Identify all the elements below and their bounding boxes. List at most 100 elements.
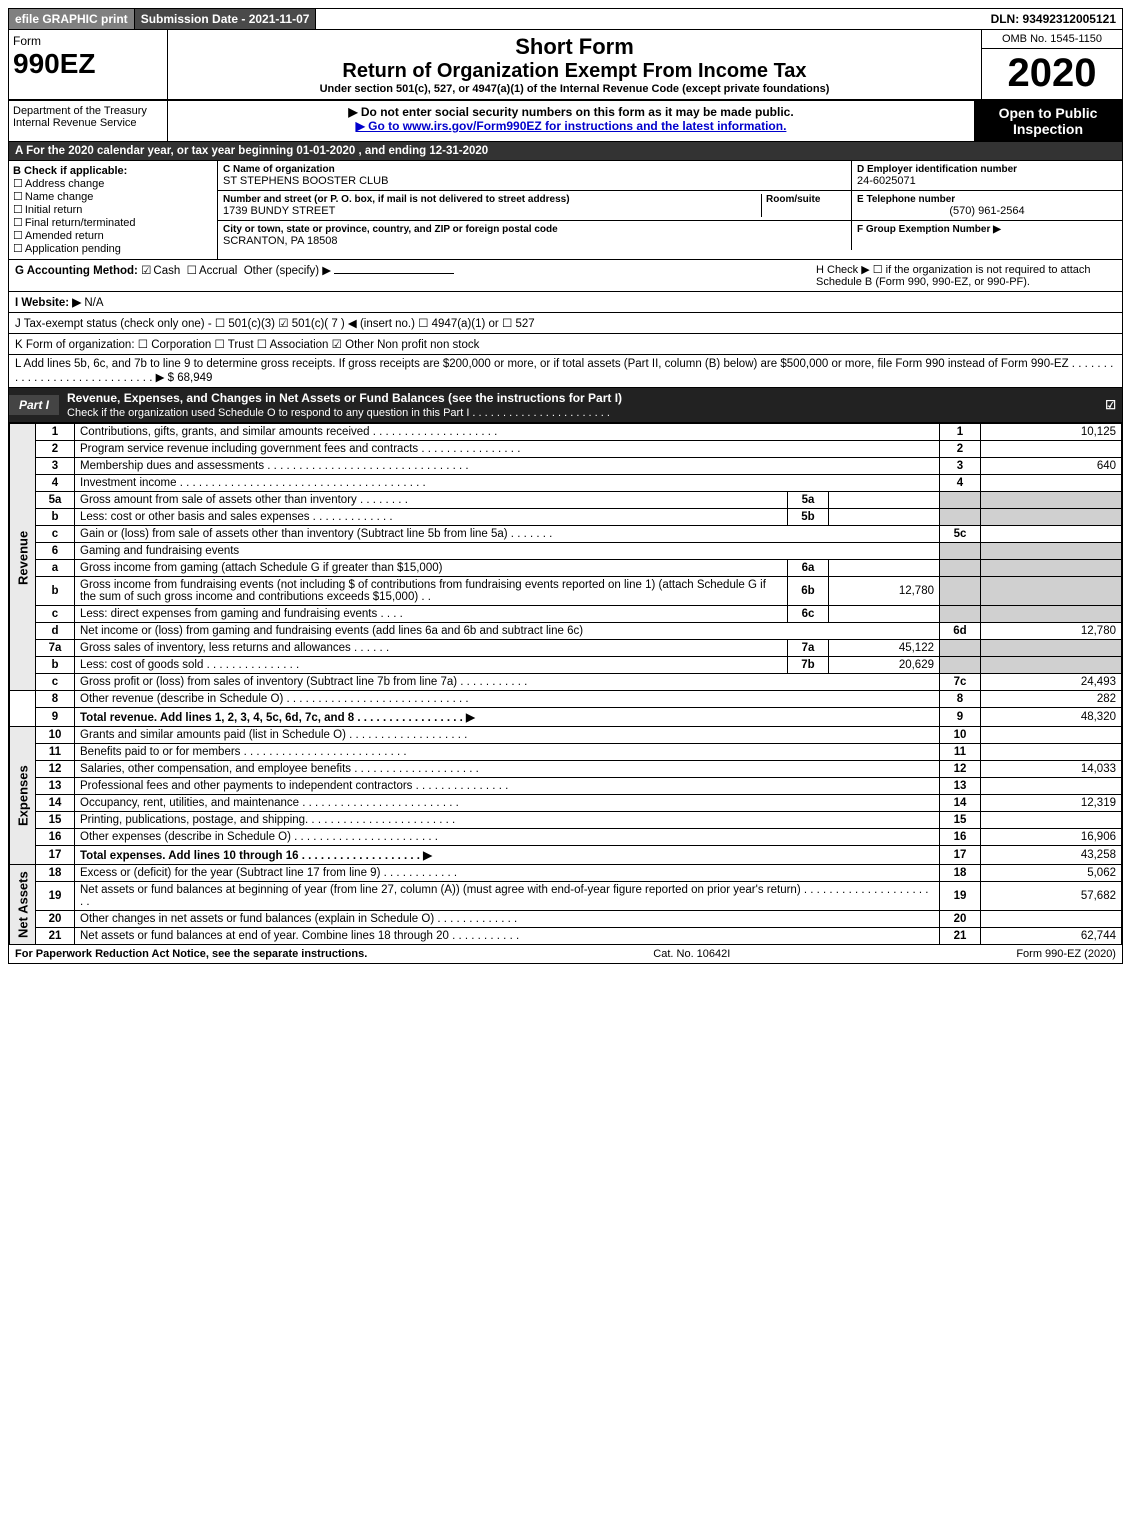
line-6b-midval: 12,780 [829, 577, 940, 606]
line-16-rnum: 16 [940, 829, 981, 846]
accounting-row: G Accounting Method: Cash Accrual Other … [9, 260, 1122, 292]
line-4-desc: Investment income . . . . . . . . . . . … [75, 475, 940, 492]
line-2-rnum: 2 [940, 441, 981, 458]
line-17-rnum: 17 [940, 846, 981, 865]
form-of-organization-row: K Form of organization: ☐ Corporation ☐ … [9, 334, 1122, 355]
line-5a-desc: Gross amount from sale of assets other t… [75, 492, 788, 509]
line-9-desc: Total revenue. Add lines 1, 2, 3, 4, 5c,… [75, 708, 940, 727]
revenue-side-label: Revenue [10, 424, 36, 691]
line-13-rnum: 13 [940, 778, 981, 795]
expenses-side-label: Expenses [10, 727, 36, 865]
line-10-desc: Grants and similar amounts paid (list in… [75, 727, 940, 744]
efile-print-button[interactable]: efile GRAPHIC print [9, 9, 135, 29]
line-8-desc: Other revenue (describe in Schedule O) .… [75, 691, 940, 708]
city-label: City or town, state or province, country… [223, 224, 846, 235]
line-11-desc: Benefits paid to or for members . . . . … [75, 744, 940, 761]
check-if-applicable-box: B Check if applicable: Address change Na… [9, 161, 218, 259]
initial-return-checkbox[interactable]: Initial return [13, 203, 213, 216]
line-5a-shade [940, 492, 981, 509]
tel-label: E Telephone number [857, 194, 1117, 205]
line-12-rnum: 12 [940, 761, 981, 778]
line-18-desc: Excess or (deficit) for the year (Subtra… [75, 865, 940, 882]
short-form-title: Short Form [176, 34, 973, 60]
name-change-checkbox[interactable]: Name change [13, 190, 213, 203]
open-to-public-box: Open to Public Inspection [974, 101, 1122, 141]
part-1-title: Revenue, Expenses, and Changes in Net As… [67, 391, 622, 405]
website-label: I Website: ▶ [15, 297, 81, 309]
street-label: Number and street (or P. O. box, if mail… [223, 194, 761, 205]
amended-return-checkbox[interactable]: Amended return [13, 229, 213, 242]
address-change-checkbox[interactable]: Address change [13, 177, 213, 190]
form-990ez-page: efile GRAPHIC print Submission Date - 20… [8, 8, 1123, 964]
line-7b-midval: 20,629 [829, 657, 940, 674]
part-1-schedule-o-checkbox[interactable]: ☑ [1099, 395, 1122, 415]
line-19-desc: Net assets or fund balances at beginning… [75, 882, 940, 911]
form-id-box: Form 990EZ [9, 30, 168, 99]
line-1-num: 1 [36, 424, 75, 441]
line-21-desc: Net assets or fund balances at end of ye… [75, 928, 940, 945]
line-1-val: 10,125 [981, 424, 1122, 441]
line-11-val [981, 744, 1122, 761]
line-6c-desc: Less: direct expenses from gaming and fu… [75, 606, 788, 623]
ssn-warning: ▶ Do not enter social security numbers o… [172, 105, 970, 119]
org-info-box: C Name of organization ST STEPHENS BOOST… [218, 161, 1122, 259]
line-9-val: 48,320 [981, 708, 1122, 727]
part-1-check-text: Check if the organization used Schedule … [67, 407, 610, 419]
line-2-val [981, 441, 1122, 458]
ein-label: D Employer identification number [857, 164, 1117, 175]
line-14-desc: Occupancy, rent, utilities, and maintena… [75, 795, 940, 812]
line-3-desc: Membership dues and assessments . . . . … [75, 458, 940, 475]
line-16-desc: Other expenses (describe in Schedule O) … [75, 829, 940, 846]
application-pending-checkbox[interactable]: Application pending [13, 242, 213, 255]
tel-value: (570) 961-2564 [857, 205, 1117, 217]
line-14-val: 12,319 [981, 795, 1122, 812]
line-14-rnum: 14 [940, 795, 981, 812]
irs-link[interactable]: ▶ Go to www.irs.gov/Form990EZ for instru… [356, 119, 787, 133]
website-value: N/A [84, 297, 103, 309]
section-b-row: B Check if applicable: Address change Na… [9, 161, 1122, 260]
line-1-rnum: 1 [940, 424, 981, 441]
line-11-rnum: 11 [940, 744, 981, 761]
line-7b-mid: 7b [788, 657, 829, 674]
line-6a-mid: 6a [788, 560, 829, 577]
top-bar: efile GRAPHIC print Submission Date - 20… [9, 9, 1122, 30]
final-return-checkbox[interactable]: Final return/terminated [13, 216, 213, 229]
part-1-label: Part I [9, 395, 59, 415]
line-19-rnum: 19 [940, 882, 981, 911]
line-15-desc: Printing, publications, postage, and shi… [75, 812, 940, 829]
line-3-rnum: 3 [940, 458, 981, 475]
omb-number: OMB No. 1545-1150 [982, 30, 1122, 49]
line-6c-mid: 6c [788, 606, 829, 623]
cash-checkbox[interactable] [141, 265, 153, 277]
line-15-val [981, 812, 1122, 829]
line-5c-rnum: 5c [940, 526, 981, 543]
org-name-label: C Name of organization [223, 164, 846, 175]
line-6a-midval [829, 560, 940, 577]
line-5b-mid: 5b [788, 509, 829, 526]
group-exemption-label: F Group Exemption Number ▶ [857, 224, 1117, 235]
street-value: 1739 BUNDY STREET [223, 205, 761, 217]
line-7c-desc: Gross profit or (loss) from sales of inv… [75, 674, 940, 691]
line-13-val [981, 778, 1122, 795]
line-6d-val: 12,780 [981, 623, 1122, 640]
line-20-val [981, 911, 1122, 928]
submission-date-label: Submission Date - 2021-11-07 [135, 9, 317, 29]
line-6d-desc: Net income or (loss) from gaming and fun… [75, 623, 940, 640]
accrual-checkbox[interactable] [187, 265, 199, 277]
line-6b-desc: Gross income from fundraising events (no… [75, 577, 788, 606]
line-10-rnum: 10 [940, 727, 981, 744]
accounting-label: G Accounting Method: [15, 265, 138, 277]
net-assets-side-label: Net Assets [10, 865, 36, 945]
other-specify-input[interactable] [334, 273, 454, 274]
line-4-val [981, 475, 1122, 492]
title-box: Short Form Return of Organization Exempt… [168, 30, 981, 99]
dln-label: DLN: 93492312005121 [985, 9, 1122, 29]
line-20-desc: Other changes in net assets or fund bala… [75, 911, 940, 928]
main-title: Return of Organization Exempt From Incom… [176, 60, 973, 83]
section-b-label: B Check if applicable: [13, 165, 213, 177]
room-label: Room/suite [766, 194, 846, 205]
line-18-val: 5,062 [981, 865, 1122, 882]
line-17-desc: Total expenses. Add lines 10 through 16 … [75, 846, 940, 865]
line-7c-val: 24,493 [981, 674, 1122, 691]
section-h-note: H Check ▶ ☐ if the organization is not r… [816, 263, 1116, 288]
